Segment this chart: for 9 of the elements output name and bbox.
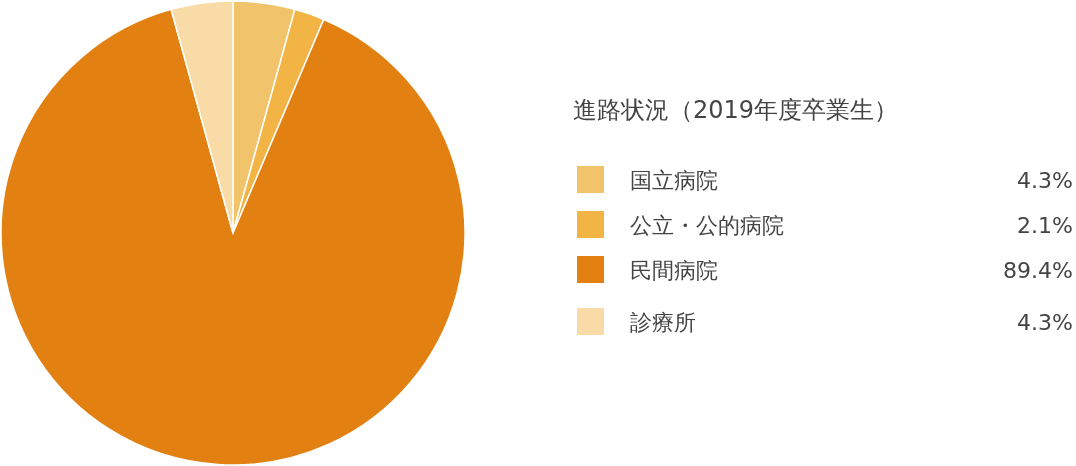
legend-label: 民間病院 <box>630 258 718 283</box>
legend-label: 診療所 <box>630 310 696 335</box>
legend-label: 国立病院 <box>630 168 718 193</box>
data-label: 4.3% <box>1017 310 1073 335</box>
data-label: 4.3% <box>1017 168 1073 193</box>
legend-title: 進路状況（2019年度卒業生） <box>573 96 899 124</box>
data-label: 2.1% <box>1017 213 1073 238</box>
legend-label: 公立・公的病院 <box>630 213 784 238</box>
data-label: 89.4% <box>1003 258 1073 283</box>
